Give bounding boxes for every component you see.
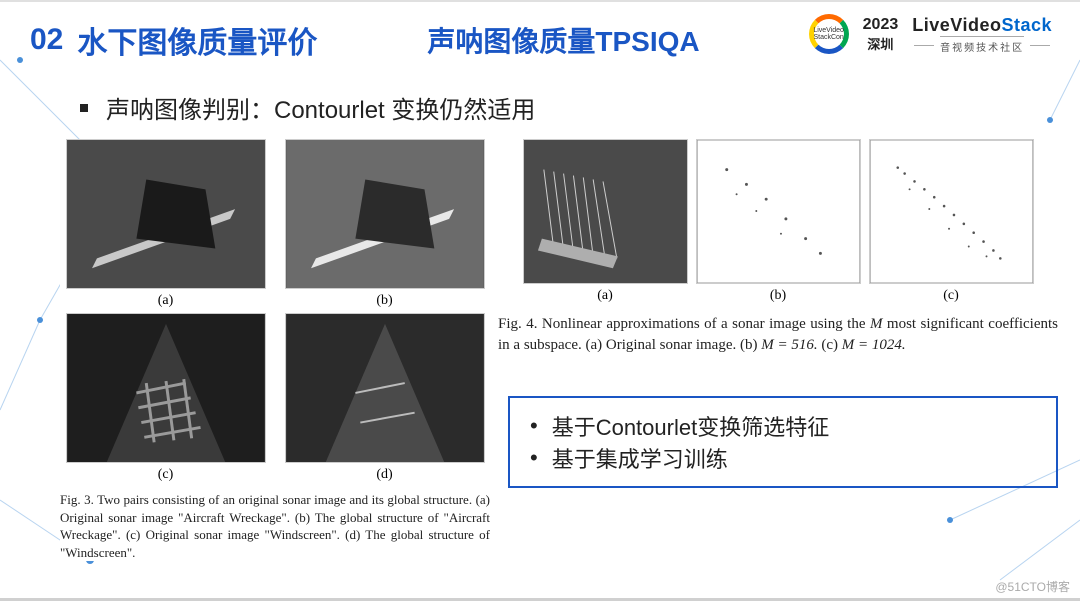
fig4-b-image (696, 139, 861, 284)
fig3-a-image (66, 139, 266, 289)
brand-tagline: 音视频技术社区 (940, 36, 1024, 54)
fig3-d: (d) (279, 313, 490, 483)
brand-suffix: Stack (1001, 15, 1052, 35)
watermark: @51CTO博客 (995, 578, 1070, 595)
headline-bullet: 声呐图像判别：Contourlet 变换仍然适用 (0, 72, 1080, 135)
fig3-c-image (66, 313, 266, 463)
fig3-caption: Fig. 3. Two pairs consisting of an origi… (60, 491, 490, 561)
highlight-item-2: 基于集成学习训练 (530, 442, 1036, 474)
fig4-c-image (869, 139, 1034, 284)
fig4-c: (c) (869, 139, 1034, 304)
fig4-a-label: (a) (597, 288, 613, 304)
fig4-a-image (523, 139, 688, 284)
figure-3: (a) (b) (c) (d) Fig. 3. Two pairs consis… (60, 139, 490, 561)
fig4-c-label: (c) (943, 288, 959, 304)
stackcon-ring-logo: LiveVideo StackCon (809, 14, 849, 54)
event-year-city: 2023 深圳 (863, 16, 899, 53)
fig4-b-label: (b) (770, 288, 786, 304)
event-city: 深圳 (867, 34, 893, 53)
livevideostack-logo: LiveVideoStack 音视频技术社区 (912, 15, 1052, 54)
fig3-a: (a) (60, 139, 271, 309)
section-title: 水下图像质量评价 (77, 18, 317, 62)
brand-prefix: Live (912, 15, 950, 35)
fig3-a-label: (a) (158, 293, 174, 309)
fig3-d-label: (d) (376, 467, 392, 483)
bullet-text: 声呐图像判别：Contourlet 变换仍然适用 (106, 90, 535, 125)
header-logos: LiveVideo StackCon 2023 深圳 LiveVideoStac… (809, 14, 1052, 54)
fig3-b: (b) (279, 139, 490, 309)
fig3-b-image (285, 139, 485, 289)
fig4-a: (a) (523, 139, 688, 304)
figure-4: (a) (b) (c) Fig. 4. Nonlinear approximat… (498, 139, 1058, 356)
section-subtitle: 声呐图像质量TPSIQA (427, 20, 699, 60)
fig3-b-label: (b) (376, 293, 392, 309)
fig3-d-image (285, 313, 485, 463)
brand-mid: Video (950, 15, 1001, 35)
highlight-box: 基于Contourlet变换筛选特征 基于集成学习训练 (508, 396, 1058, 488)
content-area: (a) (b) (c) (d) Fig. 3. Two pairs consis… (0, 135, 1080, 561)
bullet-square-icon (80, 104, 88, 112)
right-column: (a) (b) (c) Fig. 4. Nonlinear approximat… (498, 139, 1058, 561)
section-number: 02 (30, 23, 63, 57)
slide-header: 02 水下图像质量评价 声呐图像质量TPSIQA LiveVideo Stack… (0, 0, 1080, 72)
highlight-item-1: 基于Contourlet变换筛选特征 (530, 410, 1036, 442)
fig3-c-label: (c) (158, 467, 174, 483)
fig4-caption: Fig. 4. Nonlinear approximations of a so… (498, 314, 1058, 356)
fig4-b: (b) (696, 139, 861, 304)
fig3-c: (c) (60, 313, 271, 483)
event-year: 2023 (863, 16, 899, 34)
